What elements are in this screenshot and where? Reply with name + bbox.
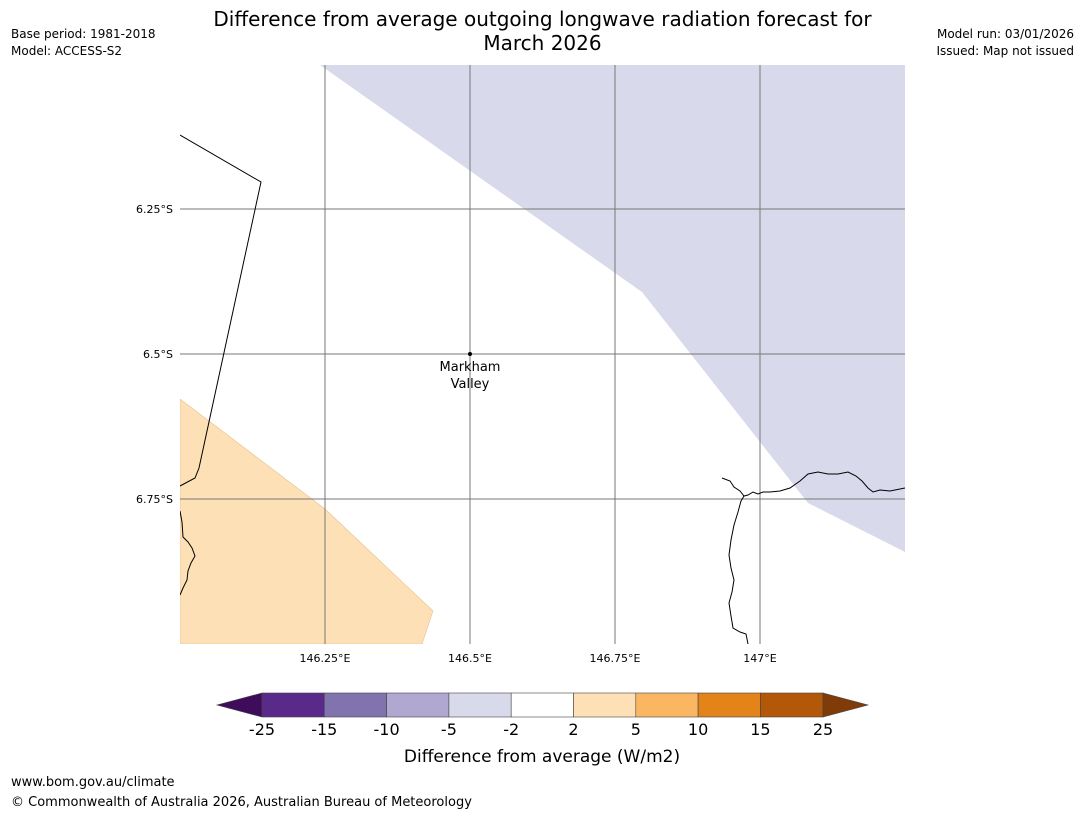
place-label-line-1: Markham — [440, 360, 501, 375]
lat-label-6-5s: 6.5°S — [143, 348, 173, 361]
colorbar — [215, 692, 870, 718]
colorbar-segment — [386, 692, 450, 718]
map-title-line-2: March 2026 — [483, 31, 602, 55]
map-title-line-1: Difference from average outgoing longwav… — [213, 7, 872, 31]
map-area: Markham Valley — [180, 65, 905, 644]
province-boundary — [180, 134, 262, 487]
colorbar-tick-label: -10 — [374, 720, 400, 739]
colorbar-segment — [323, 692, 387, 718]
negative-anomaly-region — [318, 65, 905, 552]
colorbar-segment — [510, 692, 574, 718]
coastline-river — [728, 495, 749, 644]
colorbar-segment — [697, 692, 761, 718]
lon-label-146-5e: 146.5°E — [448, 652, 492, 665]
coastline-huon-gulf — [721, 471, 905, 497]
issued-text: Issued: Map not issued — [936, 44, 1074, 58]
colorbar-tick-label: 10 — [688, 720, 708, 739]
model-run-text: Model run: 03/01/2026 — [936, 27, 1074, 41]
map-title: Difference from average outgoing longwav… — [150, 7, 935, 55]
colorbar-tick-label: -5 — [441, 720, 457, 739]
colorbar-segment — [760, 692, 824, 718]
colorbar-tick-label: 5 — [631, 720, 641, 739]
colorbar-tick-label: 2 — [568, 720, 578, 739]
model-text: Model: ACCESS-S2 — [11, 44, 123, 58]
colorbar-segment — [635, 692, 699, 718]
run-info: Model run: 03/01/2026 Issued: Map not is… — [936, 26, 1074, 60]
lon-label-146-75e: 146.75°E — [590, 652, 641, 665]
colorbar-extend-high — [822, 692, 870, 718]
colorbar-segment — [261, 692, 325, 718]
lat-label-6-25s: 6.25°S — [136, 203, 173, 216]
base-period-text: Base period: 1981-2018 — [11, 27, 156, 41]
footer-url: www.bom.gov.au/climate — [11, 775, 175, 790]
base-info: Base period: 1981-2018 Model: ACCESS-S2 — [11, 26, 156, 60]
colorbar-tick-label: 25 — [813, 720, 833, 739]
colorbar-tick-label: -2 — [503, 720, 519, 739]
colorbar-segment — [448, 692, 512, 718]
colorbar-extend-low — [215, 692, 263, 718]
markham-valley-marker — [468, 352, 472, 356]
colorbar-tick-label: 15 — [750, 720, 770, 739]
lon-label-147e: 147°E — [743, 652, 776, 665]
colorbar-segment — [573, 692, 637, 718]
footer-copyright: © Commonwealth of Australia 2026, Austra… — [11, 795, 472, 810]
colorbar-title: Difference from average (W/m2) — [404, 747, 680, 767]
positive-anomaly-region — [180, 398, 434, 644]
lat-label-6-75s: 6.75°S — [136, 493, 173, 506]
lon-label-146-25e: 146.25°E — [300, 652, 351, 665]
colorbar-tick-label: -25 — [249, 720, 275, 739]
coastline-west — [180, 510, 196, 596]
colorbar-tick-label: -15 — [311, 720, 337, 739]
place-label-line-2: Valley — [451, 377, 490, 392]
